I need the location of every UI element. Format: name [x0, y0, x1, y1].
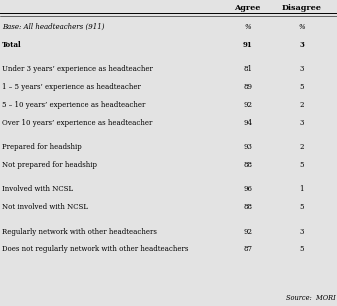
Text: 5 – 10 years’ experience as headteacher: 5 – 10 years’ experience as headteacher	[2, 101, 145, 109]
Text: 88: 88	[243, 203, 252, 211]
Text: Under 3 years’ experience as headteacher: Under 3 years’ experience as headteacher	[2, 65, 153, 73]
Text: Agree: Agree	[235, 4, 261, 12]
Text: 87: 87	[243, 245, 252, 253]
Text: %: %	[244, 23, 251, 31]
Text: 2: 2	[299, 143, 304, 151]
Text: 1: 1	[299, 185, 304, 193]
Text: 2: 2	[299, 101, 304, 109]
Text: Source:  MORI: Source: MORI	[285, 294, 335, 302]
Text: Regularly network with other headteachers: Regularly network with other headteacher…	[2, 228, 157, 236]
Text: Not involved with NCSL: Not involved with NCSL	[2, 203, 88, 211]
Text: 3: 3	[300, 119, 304, 127]
Text: Not prepared for headship: Not prepared for headship	[2, 161, 97, 169]
Text: 93: 93	[243, 143, 252, 151]
Text: 5: 5	[299, 245, 304, 253]
Text: 88: 88	[243, 161, 252, 169]
Text: Involved with NCSL: Involved with NCSL	[2, 185, 73, 193]
Text: 1 – 5 years’ experience as headteacher: 1 – 5 years’ experience as headteacher	[2, 83, 141, 91]
Text: 81: 81	[243, 65, 252, 73]
Text: Base: All headteachers (911): Base: All headteachers (911)	[2, 23, 104, 31]
Text: 92: 92	[243, 101, 252, 109]
Text: 5: 5	[299, 203, 304, 211]
Text: Total: Total	[2, 41, 22, 49]
Text: Over 10 years’ experience as headteacher: Over 10 years’ experience as headteacher	[2, 119, 152, 127]
Text: 3: 3	[300, 65, 304, 73]
Text: Disagree: Disagree	[282, 4, 321, 12]
Text: 91: 91	[243, 41, 252, 49]
Text: 89: 89	[243, 83, 252, 91]
Text: Does not regularly network with other headteachers: Does not regularly network with other he…	[2, 245, 188, 253]
Text: %: %	[298, 23, 305, 31]
Text: 5: 5	[299, 83, 304, 91]
Text: 94: 94	[243, 119, 252, 127]
Text: 5: 5	[299, 161, 304, 169]
Text: 3: 3	[300, 228, 304, 236]
Text: 92: 92	[243, 228, 252, 236]
Text: 3: 3	[299, 41, 304, 49]
Text: Prepared for headship: Prepared for headship	[2, 143, 82, 151]
Text: 96: 96	[243, 185, 252, 193]
